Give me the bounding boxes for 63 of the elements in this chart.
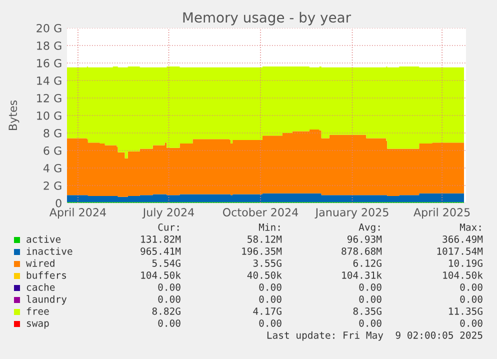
legend-label: laundry (26, 295, 67, 305)
y-tick-label: 12 G (37, 94, 62, 102)
y-tick-label: 4 G (43, 164, 62, 172)
text: 0.00 (460, 295, 482, 303)
text: 0.00 (158, 295, 180, 303)
text: 878.68M (342, 247, 382, 255)
text: 1017.54M (437, 247, 483, 255)
text: 0.00 (259, 283, 282, 291)
text: 366.49M (442, 235, 483, 243)
text: 58.12M (248, 235, 282, 243)
text: 96.93M (347, 235, 382, 243)
text: Avg: (358, 224, 380, 233)
x-tick-label: January 2025 (314, 208, 388, 219)
text: 0.00 (359, 319, 382, 327)
text: 965.41M (140, 247, 181, 255)
text: 0.00 (259, 295, 282, 303)
text: 196.35M (242, 247, 282, 255)
text: 3.55G (253, 259, 282, 267)
legend-label: cache (26, 283, 55, 291)
text: 5.54G (152, 259, 180, 267)
legend-label: free (26, 307, 49, 315)
y-tick-label: 16 G (37, 58, 62, 68)
text: 10.19G (449, 259, 482, 267)
text: 6.12G (353, 259, 382, 267)
text: Cur: (158, 223, 179, 231)
y-axis-title: Bytes (8, 100, 20, 130)
x-tick-label: April 2025 (414, 208, 470, 219)
y-tick-label: 14 G (37, 76, 62, 85)
text: 104.50k (141, 271, 181, 279)
y-tick-label: 2 G (44, 181, 62, 190)
chart-title: Memory usage - by year (183, 12, 352, 26)
text: 0.00 (158, 319, 180, 327)
text: 8.35G (353, 307, 382, 315)
text: Max: (460, 224, 481, 231)
text: 0.00 (460, 283, 482, 291)
text: 40.50k (247, 271, 282, 279)
text: Min: (258, 223, 280, 231)
text: 0.00 (359, 295, 382, 303)
legend-label: swap (27, 321, 49, 329)
legend-label: wired (26, 259, 54, 267)
text: 4.17G (253, 307, 282, 315)
text: 0.00 (359, 283, 382, 291)
y-tick-label: 0 (56, 198, 62, 208)
y-tick-label: 18 G (37, 41, 62, 50)
y-tick-label: 8 G (44, 128, 62, 138)
text: 11.35G (449, 307, 482, 315)
text: 0.00 (460, 319, 482, 327)
text: 131.82M (141, 235, 181, 243)
text: 0.00 (158, 283, 180, 291)
x-tick-label: April 2024 (49, 208, 106, 219)
y-tick-label: 20 G (36, 24, 62, 32)
legend-label: buffers (26, 271, 66, 279)
x-tick-label: October 2024 (223, 208, 298, 216)
text: 0.00 (259, 319, 282, 327)
y-tick-label: 10 G (37, 111, 62, 120)
legend-label: inactive (26, 247, 72, 255)
y-tick-label: 6 G (44, 146, 62, 155)
text: 104.31k (342, 271, 382, 279)
text: 104.50k (443, 271, 483, 279)
x-tick-label: July 2024 (142, 208, 194, 219)
text: 8.82G (152, 307, 180, 315)
text: Last update: Fri May 9 02:00:05 2025 (267, 331, 482, 341)
legend-label: active (26, 235, 61, 243)
